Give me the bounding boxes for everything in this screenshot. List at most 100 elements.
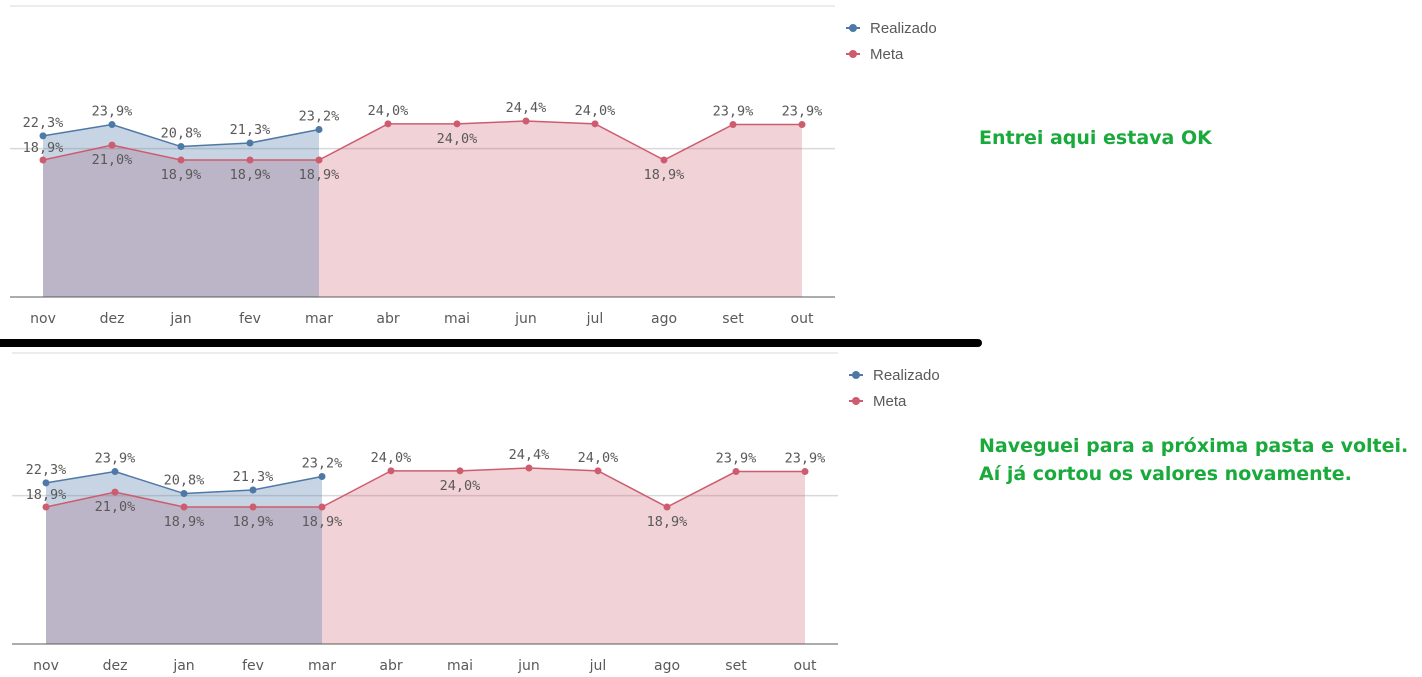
x-tick-label: jun xyxy=(514,311,537,327)
point-realizado xyxy=(39,132,47,140)
point-meta xyxy=(663,503,671,511)
legend-swatch-icon xyxy=(849,370,863,380)
data-label-meta: 18,9% xyxy=(164,514,205,530)
data-label-meta: 24,0% xyxy=(371,450,412,466)
point-meta xyxy=(111,488,119,496)
point-meta xyxy=(732,468,740,476)
chart-panel-top: 22,3% 23,9% 20,8% 21,3% 23,2% 18,9% 21,0% 18,9%… xyxy=(0,0,1000,340)
data-label-meta: 18,9% xyxy=(644,167,685,183)
data-label-meta: 24,0% xyxy=(437,131,478,147)
point-meta xyxy=(387,467,395,475)
x-tick-label: jul xyxy=(586,311,604,327)
point-meta xyxy=(315,156,323,164)
legend-item-realizado[interactable]: Realizado xyxy=(849,362,940,388)
data-label-realizado: 23,9% xyxy=(92,104,133,120)
x-tick-label: fev xyxy=(242,658,264,674)
point-realizado xyxy=(246,139,254,147)
x-tick-label: ago xyxy=(654,658,680,674)
x-tick-label: set xyxy=(725,658,747,674)
data-label-meta: 21,0% xyxy=(92,152,133,168)
x-tick-label: dez xyxy=(100,311,125,327)
data-label-realizado: 23,2% xyxy=(299,109,340,125)
area-meta xyxy=(43,121,802,297)
x-tick-label: jan xyxy=(172,658,194,674)
point-realizado xyxy=(111,468,119,476)
point-realizado xyxy=(42,479,50,487)
x-tick-label: ago xyxy=(651,311,677,327)
x-tick-label: dez xyxy=(103,658,128,674)
point-realizado xyxy=(180,490,188,498)
data-label-meta: 18,9% xyxy=(23,140,64,156)
legend-swatch-icon xyxy=(849,396,863,406)
x-tick-label: out xyxy=(794,658,817,674)
data-label-meta: 24,0% xyxy=(578,450,619,466)
annotation-line: Aí já cortou os valores novamente. xyxy=(979,463,1352,485)
point-meta xyxy=(39,156,47,164)
legend-item-realizado[interactable]: Realizado xyxy=(846,15,937,41)
legend-item-meta[interactable]: Meta xyxy=(846,41,937,67)
legend-label: Realizado xyxy=(873,366,940,384)
x-tick-label: mai xyxy=(447,658,473,674)
data-label-meta: 24,4% xyxy=(509,447,550,463)
data-label-realizado: 23,2% xyxy=(302,456,343,472)
point-meta xyxy=(456,467,464,475)
legend-label: Meta xyxy=(870,45,904,63)
legend-bottom: Realizado Meta xyxy=(849,362,940,414)
data-label-meta: 23,9% xyxy=(713,104,754,120)
chart-panel-bottom: 22,3% 23,9% 20,8% 21,3% 23,2% 18,9% 21,0% 18,9%… xyxy=(0,347,1000,677)
point-realizado xyxy=(249,486,257,494)
point-meta xyxy=(591,120,599,128)
data-label-meta: 18,9% xyxy=(230,167,271,183)
point-realizado xyxy=(177,143,185,151)
x-tick-label: mar xyxy=(305,311,333,327)
point-realizado xyxy=(315,126,323,134)
legend-swatch-icon xyxy=(846,23,860,33)
legend-item-meta[interactable]: Meta xyxy=(849,388,940,414)
point-meta xyxy=(729,121,737,129)
point-meta xyxy=(177,156,185,164)
point-meta xyxy=(318,503,326,511)
annotation-top: Entrei aqui estava OK xyxy=(979,124,1212,152)
legend-label: Realizado xyxy=(870,19,937,37)
point-meta xyxy=(798,121,806,129)
data-label-meta: 18,9% xyxy=(161,167,202,183)
area-chart-bottom: 22,3% 23,9% 20,8% 21,3% 23,2% 18,9% 21,0% 18,9%… xyxy=(12,352,838,674)
line-meta xyxy=(45,467,805,508)
data-label-meta: 23,9% xyxy=(785,451,826,467)
point-meta xyxy=(42,503,50,511)
data-label-meta: 23,9% xyxy=(782,104,823,120)
point-meta xyxy=(384,120,392,128)
point-meta xyxy=(249,503,257,511)
point-meta xyxy=(801,468,809,476)
point-meta xyxy=(108,141,116,149)
point-meta xyxy=(525,464,533,472)
point-meta xyxy=(453,120,461,128)
point-realizado xyxy=(318,473,326,481)
area-realizado xyxy=(46,471,322,644)
legend-top: Realizado Meta xyxy=(846,15,937,67)
data-label-realizado: 22,3% xyxy=(26,462,67,478)
data-label-meta: 18,9% xyxy=(299,167,340,183)
x-tick-label: out xyxy=(791,311,814,327)
area-meta xyxy=(46,468,805,644)
point-realizado xyxy=(108,121,116,129)
x-tick-label: nov xyxy=(30,311,56,327)
x-tick-label: nov xyxy=(33,658,59,674)
legend-label: Meta xyxy=(873,392,907,410)
x-tick-label: abr xyxy=(379,658,402,674)
data-label-meta: 24,0% xyxy=(575,103,616,119)
data-label-meta: 18,9% xyxy=(26,487,67,503)
data-label-realizado: 20,8% xyxy=(164,473,205,489)
point-meta xyxy=(660,156,668,164)
x-tick-label: mar xyxy=(308,658,336,674)
data-label-meta: 23,9% xyxy=(716,451,757,467)
data-label-meta: 24,0% xyxy=(368,103,409,119)
x-tick-label: jan xyxy=(169,311,191,327)
data-label-meta: 18,9% xyxy=(233,514,274,530)
area-chart-top: 22,3% 23,9% 20,8% 21,3% 23,2% 18,9% 21,0% 18,9%… xyxy=(10,5,835,327)
x-tick-label: mai xyxy=(444,311,470,327)
line-meta xyxy=(42,120,802,161)
separator-bar xyxy=(0,339,982,347)
data-label-realizado: 23,9% xyxy=(95,451,136,467)
point-meta xyxy=(246,156,254,164)
